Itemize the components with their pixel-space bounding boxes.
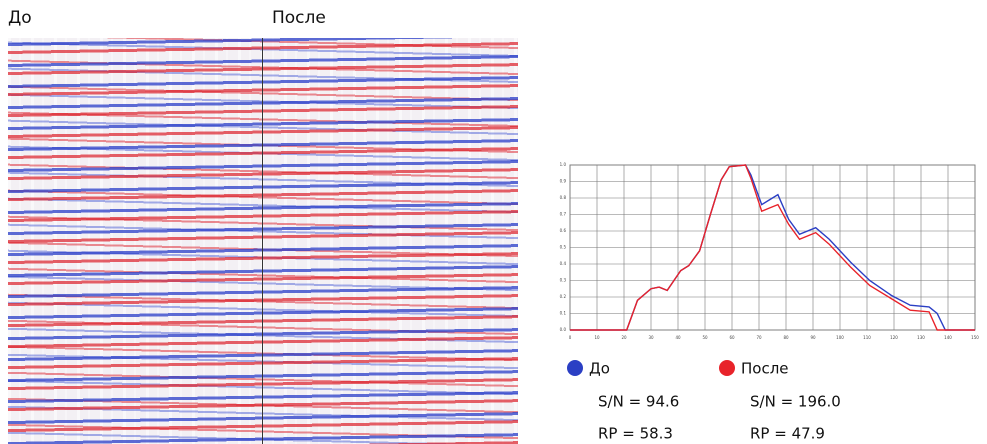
x-tick-label: 140	[944, 335, 952, 340]
y-tick-label: 0.2	[560, 294, 567, 299]
y-tick-label: 1.0	[560, 162, 567, 167]
x-tick-label: 110	[863, 335, 871, 340]
stat-text: RP = 58.3	[598, 425, 673, 443]
stat-text: S/N = 196.0	[750, 393, 841, 411]
x-tick-label: 100	[836, 335, 844, 340]
x-tick-label: 0	[569, 335, 572, 340]
series-line	[570, 164, 975, 331]
x-tick-label: 40	[675, 335, 681, 340]
x-tick-label: 70	[756, 335, 762, 340]
x-tick-label: 20	[621, 335, 627, 340]
x-tick-label: 80	[783, 335, 789, 340]
x-tick-label: 10	[594, 335, 600, 340]
y-tick-label: 0.4	[560, 261, 567, 266]
y-tick-label: 0.7	[560, 212, 567, 217]
stat-text: RP = 47.9	[750, 425, 825, 443]
y-tick-label: 0.1	[560, 311, 567, 316]
x-tick-label: 150	[971, 335, 979, 340]
panel-label: До	[8, 8, 32, 28]
legend-swatch	[719, 360, 735, 376]
seismic-section	[8, 38, 518, 444]
y-tick-label: 0.0	[560, 327, 567, 332]
legend-label: После	[741, 360, 789, 378]
y-tick-label: 0.6	[560, 228, 567, 233]
legend-label: До	[589, 360, 610, 378]
y-tick-label: 0.8	[560, 195, 567, 200]
y-tick-label: 0.3	[560, 278, 567, 283]
x-tick-label: 120	[890, 335, 898, 340]
y-tick-label: 0.9	[560, 179, 567, 184]
x-tick-label: 50	[702, 335, 708, 340]
x-tick-label: 30	[648, 335, 654, 340]
x-tick-label: 130	[917, 335, 925, 340]
x-tick-label: 90	[810, 335, 816, 340]
panel-label: После	[272, 8, 326, 28]
x-tick-label: 60	[729, 335, 735, 340]
legend-swatch	[567, 360, 583, 376]
stat-text: S/N = 94.6	[598, 393, 679, 411]
y-tick-label: 0.5	[560, 245, 567, 250]
